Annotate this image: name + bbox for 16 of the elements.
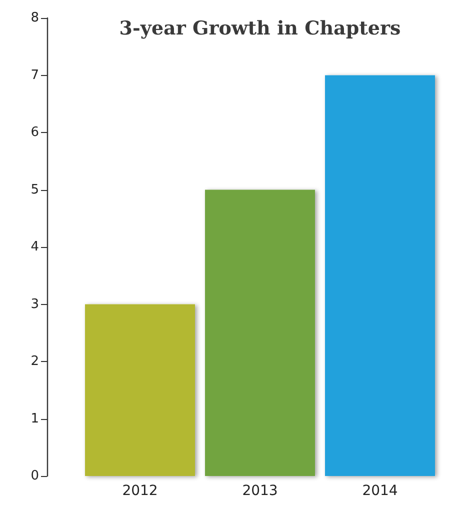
x-tick-label: 2013: [242, 483, 278, 499]
bar: [205, 190, 315, 476]
bar: [325, 75, 435, 476]
y-tick-label: 5: [30, 182, 39, 198]
x-tick-label: 2012: [122, 483, 158, 499]
y-tick-label: 0: [30, 468, 39, 484]
bar: [85, 304, 195, 476]
y-tick-label: 4: [30, 240, 39, 254]
x-tick-label: 2014: [362, 483, 398, 499]
y-tick-label: 3: [30, 296, 39, 312]
y-tick-label: 8: [30, 10, 39, 26]
y-tick-label: 1: [30, 411, 39, 426]
y-tick-label: 2: [30, 354, 39, 369]
chart-title: 3-year Growth in Chapters: [119, 18, 401, 40]
y-tick-label: 6: [30, 125, 39, 140]
y-tick-label: 7: [30, 68, 39, 83]
